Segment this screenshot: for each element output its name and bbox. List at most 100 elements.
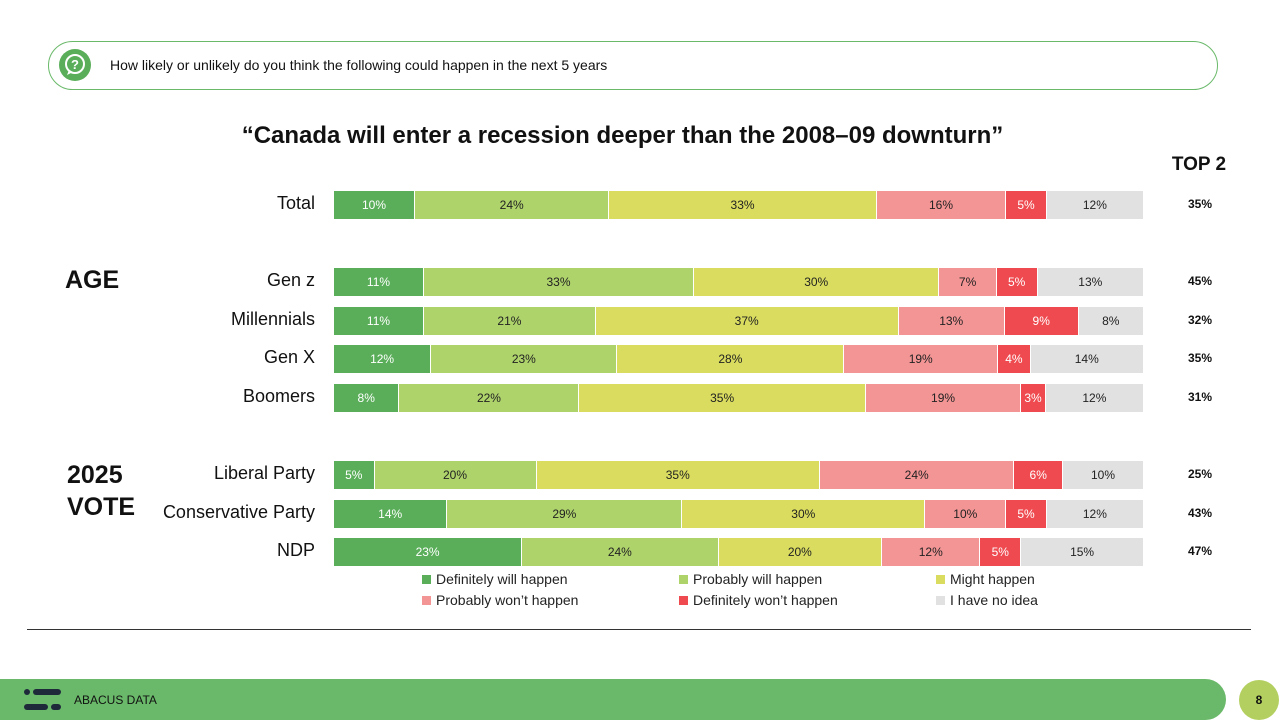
stacked-bar: 11% 21% 37% 13% 9% 8% [334,307,1144,335]
bar-segment: 7% [939,268,997,296]
legend-swatch [936,595,945,605]
bar-segment: 30% [694,268,940,296]
top2-value: 45% [1187,274,1213,288]
bar-segment: 5% [334,461,375,489]
bar-segment: 33% [609,191,877,219]
bar-segment: 8% [1078,307,1144,335]
bar-segment: 23% [334,538,523,566]
bar-segment: 12% [1046,500,1144,528]
row-label: Gen z [266,270,315,290]
bar-segment: 11% [334,268,424,296]
bar-segment: 14% [1030,345,1144,373]
page-number: 8 [1239,680,1279,720]
bar-segment: 16% [876,191,1007,219]
bar-segment: 22% [399,384,580,412]
bar-segment: 33% [424,268,694,296]
chart-title: “Canada will enter a recession deeper th… [241,122,1004,149]
top2-value: 25% [1187,467,1213,481]
top2-value: 47% [1187,544,1213,558]
top2-header: TOP 2 [1171,154,1227,175]
group-label-vote-line2: VOTE [67,493,136,521]
divider-line [27,629,1251,630]
bar-segment: 5% [996,268,1038,296]
bar-segment: 15% [1021,538,1144,566]
bar-segment: 30% [682,500,926,528]
question-text: How likely or unlikely do you think the … [110,57,608,73]
row-label: Conservative Party [162,502,315,522]
row-label: NDP [276,540,315,560]
bar-segment: 3% [1021,384,1046,412]
legend-label: Might happen [950,571,1035,587]
row-label: Total [276,193,315,213]
bar-segment: 12% [1045,384,1144,412]
legend-item: Might happen [936,571,1035,587]
group-label-vote-line1: 2025 [67,461,123,489]
top2-value: 32% [1187,313,1213,327]
stacked-bar: 5% 20% 35% 24% 6% 10% [334,461,1144,489]
bar-segment: 14% [334,500,448,528]
legend-label: Probably won’t happen [436,592,579,608]
bar-segment: 21% [424,307,596,335]
bar-segment: 11% [334,307,424,335]
bar-segment: 20% [718,538,883,566]
stacked-bar: 23% 24% 20% 12% 5% 15% [334,538,1144,566]
svg-text:?: ? [71,57,79,72]
brand-name: ABACUS DATA [74,693,157,707]
row-label: Boomers [242,386,315,406]
legend-label: Definitely won’t happen [693,592,838,608]
bar-segment: 5% [980,538,1022,566]
legend-item: Probably will happen [679,571,822,587]
bar-segment: 35% [579,384,866,412]
legend-swatch [679,595,688,605]
bar-segment: 13% [898,307,1005,335]
legend-label: Probably will happen [693,571,823,587]
group-label-age: AGE [65,266,120,294]
top2-value: 43% [1187,506,1213,520]
bar-segment: 8% [334,384,400,412]
bar-segment: 6% [1014,461,1063,489]
bar-segment: 13% [1037,268,1144,296]
bar-segment: 37% [595,307,899,335]
row-label: Gen X [263,347,315,367]
bar-segment: 24% [522,538,719,566]
legend-swatch [679,574,688,584]
bar-segment: 10% [925,500,1007,528]
top2-value: 35% [1187,351,1213,365]
bar-segment: 12% [882,538,981,566]
legend-item: Definitely won’t happen [679,592,838,608]
bar-segment: 19% [865,384,1022,412]
bar-segment: 10% [334,191,415,219]
legend-swatch [422,574,431,584]
bar-segment: 20% [374,461,537,489]
stacked-bar: 8% 22% 35% 19% 3% 12% [334,384,1144,412]
bar-segment: 12% [1046,191,1144,219]
bar-segment: 28% [617,345,845,373]
row-label: Millennials [230,309,315,329]
bar-segment: 24% [820,461,1015,489]
footer-bar: ABACUS DATA [0,679,1226,720]
bar-segment: 19% [844,345,999,373]
stacked-bar: 14% 29% 30% 10% 5% 12% [334,500,1144,528]
bar-segment: 9% [1004,307,1079,335]
bar-segment: 4% [998,345,1031,373]
legend-item: I have no idea [936,592,1038,608]
stacked-bar: 10% 24% 33% 16% 5% 12% [334,191,1144,219]
question-chat-icon: ? [59,49,91,81]
top2-value: 31% [1187,390,1213,404]
top2-value: 35% [1187,197,1213,211]
bar-segment: 10% [1062,461,1144,489]
abacus-logo-icon [24,689,64,711]
bar-segment: 29% [447,500,683,528]
bar-segment: 5% [1006,191,1047,219]
bar-segment: 12% [334,345,432,373]
legend-swatch [936,574,945,584]
stacked-bar: 11% 33% 30% 7% 5% 13% [334,268,1144,296]
legend-label: Definitely will happen [436,571,568,587]
bar-segment: 35% [536,461,820,489]
legend-label: I have no idea [950,592,1038,608]
bar-segment: 24% [415,191,610,219]
question-box: ? How likely or unlikely do you think th… [48,41,1218,90]
bar-segment: 5% [1006,500,1047,528]
legend-item: Definitely will happen [422,571,568,587]
row-label: Liberal Party [213,463,315,483]
